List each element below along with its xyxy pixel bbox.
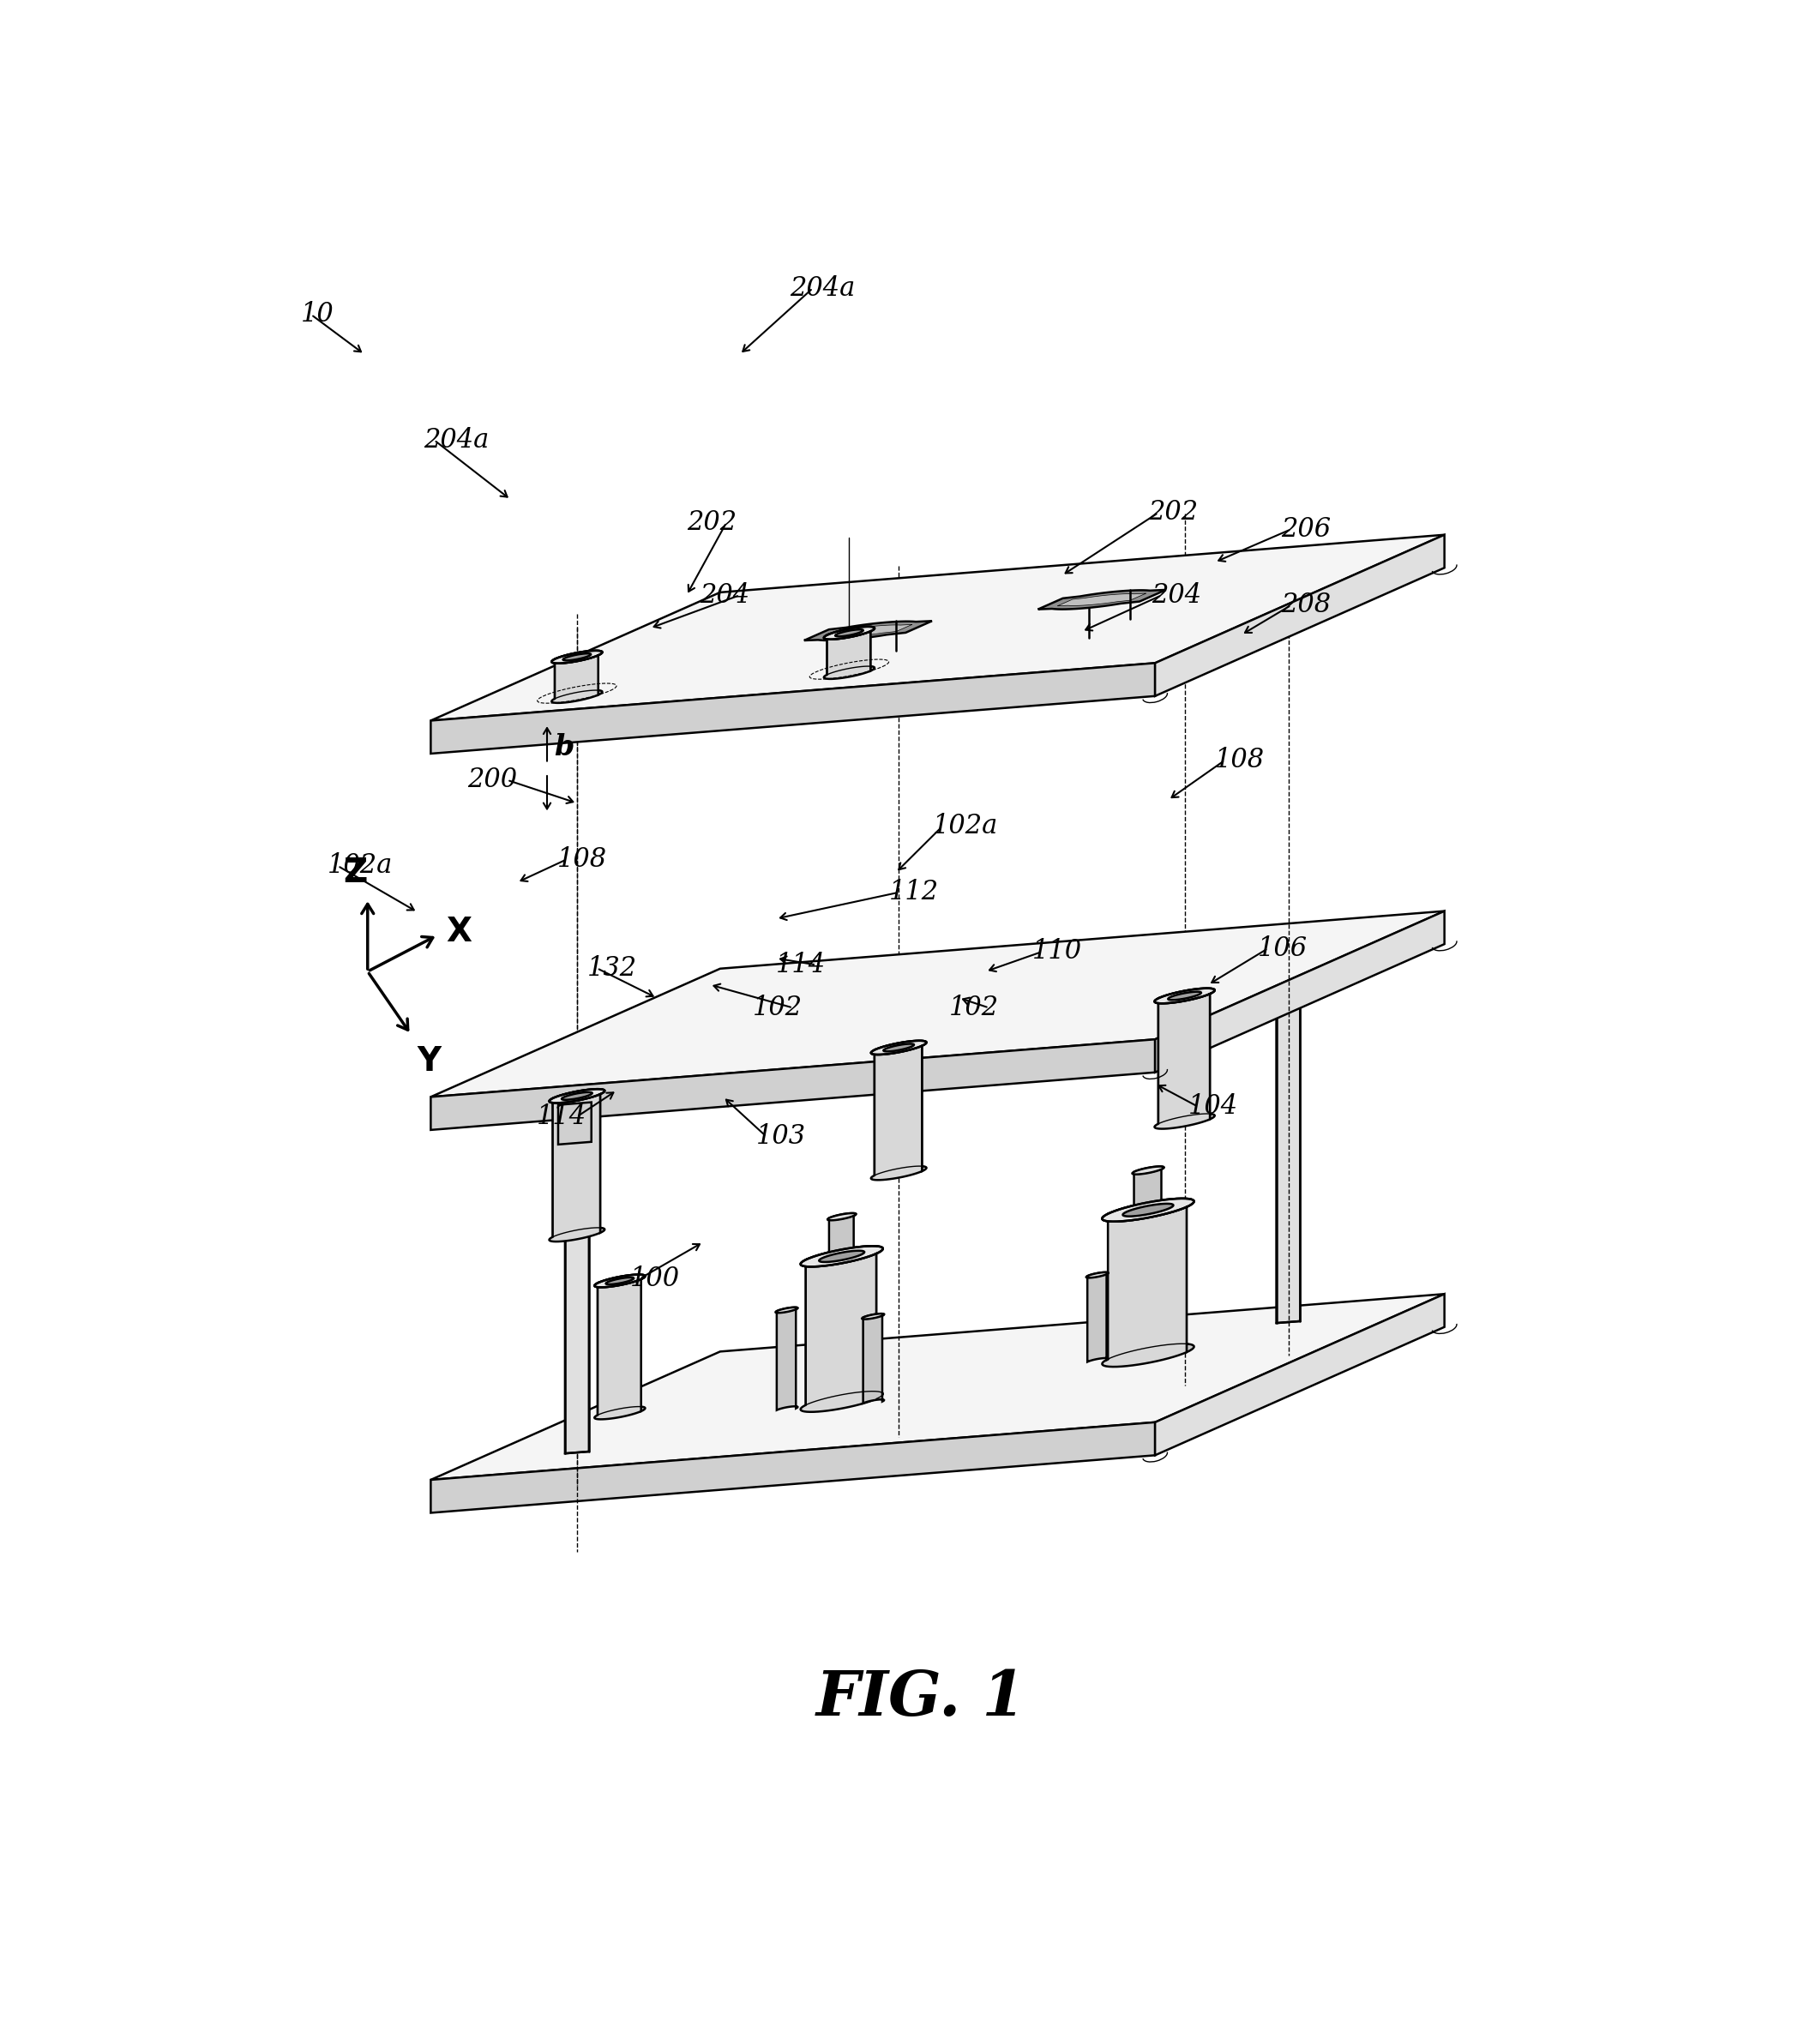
Text: 204a: 204a: [789, 274, 856, 300]
Polygon shape: [820, 1251, 865, 1261]
Text: 10: 10: [302, 300, 334, 327]
Text: FIG. 1: FIG. 1: [816, 1668, 1027, 1727]
Polygon shape: [874, 1040, 926, 1175]
Text: Y: Y: [417, 1044, 442, 1077]
Polygon shape: [823, 625, 912, 638]
Polygon shape: [565, 1102, 590, 1453]
Polygon shape: [775, 1308, 798, 1312]
Polygon shape: [595, 1275, 645, 1288]
Polygon shape: [597, 1275, 645, 1414]
Text: 102: 102: [753, 995, 804, 1022]
Polygon shape: [1088, 1271, 1108, 1361]
Text: 132: 132: [586, 955, 636, 981]
Polygon shape: [432, 1038, 1154, 1130]
Polygon shape: [1057, 593, 1145, 605]
Polygon shape: [563, 654, 592, 660]
Polygon shape: [827, 628, 874, 675]
Text: 102a: 102a: [327, 852, 394, 879]
Polygon shape: [823, 628, 874, 640]
Polygon shape: [552, 1089, 604, 1237]
Text: b: b: [554, 734, 574, 760]
Polygon shape: [432, 1423, 1154, 1513]
Polygon shape: [1102, 1198, 1194, 1222]
Text: 200: 200: [467, 766, 518, 793]
Polygon shape: [1133, 1167, 1163, 1175]
Polygon shape: [432, 912, 1444, 1098]
Text: Z: Z: [343, 856, 369, 889]
Text: 100: 100: [629, 1265, 680, 1292]
Polygon shape: [1158, 989, 1215, 1124]
Polygon shape: [1122, 1204, 1174, 1216]
Polygon shape: [552, 650, 602, 664]
Polygon shape: [870, 1047, 922, 1179]
Polygon shape: [606, 1278, 633, 1284]
Text: X: X: [446, 916, 471, 948]
Polygon shape: [883, 1044, 913, 1051]
Text: 204: 204: [699, 583, 750, 609]
Polygon shape: [1135, 1167, 1163, 1212]
Polygon shape: [800, 1247, 883, 1267]
Polygon shape: [1154, 536, 1444, 697]
Text: 204: 204: [1153, 583, 1201, 609]
Text: 102: 102: [949, 995, 1000, 1022]
Polygon shape: [804, 621, 931, 640]
Text: 108: 108: [1215, 746, 1264, 773]
Text: 114: 114: [538, 1104, 586, 1130]
Text: 208: 208: [1282, 593, 1331, 619]
Polygon shape: [827, 1214, 856, 1220]
Polygon shape: [548, 1089, 604, 1104]
Polygon shape: [1169, 991, 1201, 1000]
Polygon shape: [1108, 1198, 1194, 1359]
Polygon shape: [432, 662, 1154, 754]
Polygon shape: [870, 1040, 926, 1055]
Polygon shape: [800, 1253, 876, 1412]
Text: 112: 112: [890, 879, 939, 905]
Polygon shape: [1154, 1294, 1444, 1455]
Polygon shape: [823, 632, 870, 679]
Polygon shape: [432, 1294, 1444, 1480]
Polygon shape: [863, 1314, 885, 1404]
Polygon shape: [557, 1102, 592, 1145]
Text: 114: 114: [777, 953, 825, 979]
Text: 202: 202: [1149, 499, 1197, 525]
Polygon shape: [861, 1314, 885, 1318]
Polygon shape: [1154, 993, 1210, 1128]
Text: 110: 110: [1032, 938, 1082, 965]
Polygon shape: [1102, 1206, 1187, 1367]
Polygon shape: [1037, 591, 1165, 609]
Text: 108: 108: [557, 846, 608, 873]
Polygon shape: [556, 650, 602, 699]
Polygon shape: [829, 1214, 856, 1257]
Polygon shape: [1086, 1271, 1108, 1278]
Text: 204a: 204a: [424, 427, 489, 454]
Polygon shape: [777, 1308, 798, 1410]
Text: 202: 202: [687, 509, 737, 536]
Polygon shape: [1154, 989, 1215, 1004]
Polygon shape: [552, 656, 599, 703]
Text: 106: 106: [1259, 934, 1307, 961]
Polygon shape: [561, 1091, 592, 1100]
Text: 102a: 102a: [933, 814, 998, 840]
Polygon shape: [432, 536, 1444, 722]
Text: 103: 103: [757, 1124, 806, 1151]
Polygon shape: [836, 630, 863, 636]
Text: 104: 104: [1188, 1094, 1239, 1120]
Polygon shape: [548, 1094, 601, 1241]
Text: 206: 206: [1282, 515, 1331, 542]
Polygon shape: [806, 1247, 883, 1404]
Polygon shape: [1277, 971, 1300, 1322]
Polygon shape: [1154, 912, 1444, 1073]
Polygon shape: [595, 1280, 642, 1419]
